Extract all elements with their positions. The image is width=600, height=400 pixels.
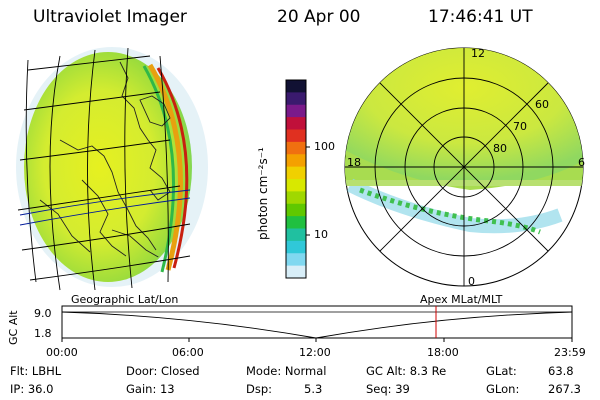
colorbar-swatch bbox=[286, 253, 306, 267]
polar-plot bbox=[344, 47, 584, 287]
x-tick-1800: 18:00 bbox=[427, 346, 459, 359]
colorbar-swatch bbox=[286, 80, 306, 93]
gc-alt-axis-label: GC Alt bbox=[7, 310, 20, 345]
door-info: Door: Closed bbox=[126, 364, 200, 378]
glat-value: 63.8 bbox=[548, 364, 574, 378]
colorbar-unit-label: photon cm⁻²s⁻¹ bbox=[256, 147, 270, 240]
mlt-label-6: 6 bbox=[578, 156, 585, 169]
dsp-value: 5.3 bbox=[304, 382, 323, 396]
colorbar-swatch bbox=[286, 179, 306, 192]
colorbar-swatch bbox=[286, 191, 306, 205]
x-tick-2359: 23:59 bbox=[554, 346, 586, 359]
colorbar-swatch bbox=[286, 228, 306, 242]
observation-date: 20 Apr 00 bbox=[277, 7, 361, 27]
earth-image bbox=[16, 47, 208, 287]
colorbar-swatch bbox=[286, 166, 306, 180]
colorbar-swatch bbox=[286, 117, 306, 130]
colorbar-swatch bbox=[286, 216, 306, 229]
mlt-label-12: 12 bbox=[471, 47, 485, 60]
geographic-label: Geographic Lat/Lon bbox=[71, 293, 179, 306]
timeline-panel bbox=[61, 305, 573, 342]
lat-label-60: 60 bbox=[535, 98, 549, 111]
gc-alt-info: GC Alt: 8.3 Re bbox=[366, 364, 447, 378]
x-tick-0000: 00:00 bbox=[46, 346, 78, 359]
colorbar-tick-100: 100 bbox=[314, 140, 335, 153]
y-tick-9: 9.0 bbox=[34, 307, 52, 320]
colorbar-swatch bbox=[286, 129, 306, 143]
colorbar bbox=[285, 79, 310, 279]
glat-label: GLat: bbox=[486, 364, 517, 378]
x-tick-0600: 06:00 bbox=[172, 346, 204, 359]
colorbar-swatch bbox=[286, 203, 306, 217]
lat-label-80: 80 bbox=[493, 142, 507, 155]
colorbar-swatch bbox=[286, 92, 306, 106]
mlt-label-0: 0 bbox=[468, 275, 475, 288]
colorbar-swatch bbox=[286, 141, 306, 155]
flt-info: Flt: LBHL bbox=[10, 364, 62, 378]
seq-info: Seq: 39 bbox=[366, 382, 410, 396]
colorbar-tick-10: 10 bbox=[314, 228, 328, 241]
observation-time: 17:46:41 UT bbox=[428, 7, 533, 27]
mlt-label-18: 18 bbox=[347, 156, 361, 169]
lat-label-70: 70 bbox=[513, 120, 527, 133]
apex-label: Apex MLat/MLT bbox=[420, 293, 503, 306]
geo-grid bbox=[17, 47, 191, 291]
ip-info: IP: 36.0 bbox=[10, 382, 54, 396]
x-tick-1200: 12:00 bbox=[299, 346, 331, 359]
colorbar-swatch bbox=[286, 154, 306, 168]
colorbar-swatch bbox=[286, 104, 306, 118]
glon-value: 267.3 bbox=[548, 382, 581, 396]
colorbar-swatch bbox=[286, 265, 306, 279]
gain-info: Gain: 13 bbox=[126, 382, 175, 396]
instrument-title: Ultraviolet Imager bbox=[33, 7, 187, 27]
glon-label: GLon: bbox=[486, 382, 520, 396]
mode-info: Mode: Normal bbox=[246, 364, 327, 378]
colorbar-swatch bbox=[286, 240, 306, 254]
y-tick-1-8: 1.8 bbox=[34, 327, 52, 340]
dsp-label: Dsp: bbox=[246, 382, 273, 396]
